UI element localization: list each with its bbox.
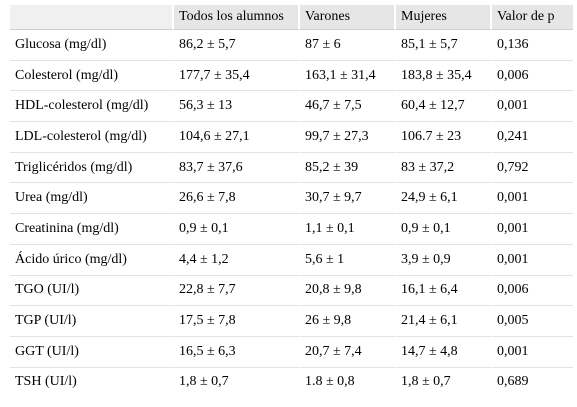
cell-all-students: 22,8 ± 7,7 [174,274,300,306]
table-row: TGP (UI/l) 17,5 ± 7,8 26 ± 9,8 21,4 ± 6,1 0,… [10,305,573,336]
table-body: Glucosa (mg/dl) 86,2 ± 5,7 87 ± 6 85,1 ± 5,… [10,29,573,398]
cell-females: 24,9 ± 6,1 [396,182,492,214]
cell-all-students: 86,2 ± 5,7 [174,29,300,60]
cell-females: 21,4 ± 6,1 [396,305,492,336]
table-row: HDL-colesterol (mg/dl) 56,3 ± 13 46,7 ± 7,… [10,90,573,122]
cell-males: 46,7 ± 7,5 [300,90,396,122]
cell-males: 87 ± 6 [300,29,396,60]
cell-males: 30,7 ± 9,7 [300,182,396,214]
cell-males: 20,7 ± 7,4 [300,335,396,367]
cell-males: 163,1 ± 31,4 [300,59,396,91]
cell-all-students: 83,7 ± 37,6 [174,151,300,183]
table-row: TGO (UI/l) 22,8 ± 7,7 20,8 ± 9,8 16,1 ± 6,4… [10,274,573,306]
cell-p-value: 0,001 [492,243,573,275]
cell-all-students: 0,9 ± 0,1 [174,213,300,244]
cell-p-value: 0,241 [492,121,573,152]
cell-males: 5,6 ± 1 [300,243,396,275]
row-label: TGP (UI/l) [10,305,174,336]
cell-p-value: 0,006 [492,274,573,306]
row-label: LDL-colesterol (mg/dl) [10,121,174,152]
row-label: Glucosa (mg/dl) [10,29,174,60]
row-label: GGT (UI/l) [10,335,174,367]
cell-all-students: 177,7 ± 35,4 [174,59,300,91]
cell-males: 85,2 ± 39 [300,151,396,183]
cell-all-students: 16,5 ± 6,3 [174,335,300,367]
row-label: Triglicéridos (mg/dl) [10,151,174,183]
cell-females: 0,9 ± 0,1 [396,213,492,244]
table-row: GGT (UI/l) 16,5 ± 6,3 20,7 ± 7,4 14,7 ± 4,8… [10,335,573,367]
header-cell-males: Varones [300,5,396,29]
cell-p-value: 0,792 [492,151,573,183]
cell-all-students: 1,8 ± 0,7 [174,366,300,398]
header-cell-p-value: Valor de p [492,5,573,29]
cell-males: 26 ± 9,8 [300,305,396,336]
row-label: Creatinina (mg/dl) [10,213,174,244]
lab-results-table: Todos los alumnos Varones Mujeres Valor … [10,5,573,398]
cell-p-value: 0,136 [492,29,573,60]
cell-females: 1,8 ± 0,7 [396,366,492,398]
table-row: Urea (mg/dl) 26,6 ± 7,8 30,7 ± 9,7 24,9 ± 6… [10,182,573,214]
row-label: HDL-colesterol (mg/dl) [10,90,174,122]
cell-all-students: 26,6 ± 7,8 [174,182,300,214]
cell-p-value: 0,001 [492,213,573,244]
cell-all-students: 17,5 ± 7,8 [174,305,300,336]
cell-males: 1.8 ± 0,8 [300,366,396,398]
cell-p-value: 0,001 [492,335,573,367]
cell-males: 20,8 ± 9,8 [300,274,396,306]
table-row: Triglicéridos (mg/dl) 83,7 ± 37,6 85,2 ± 3… [10,151,573,183]
cell-males: 99,7 ± 27,3 [300,121,396,152]
cell-all-students: 56,3 ± 13 [174,90,300,122]
cell-p-value: 0,006 [492,59,573,91]
cell-females: 83 ± 37,2 [396,151,492,183]
cell-all-students: 4,4 ± 1,2 [174,243,300,275]
cell-females: 3,9 ± 0,9 [396,243,492,275]
cell-males: 1,1 ± 0,1 [300,213,396,244]
cell-females: 183,8 ± 35,4 [396,59,492,91]
table-row: TSH (UI/l) 1,8 ± 0,7 1.8 ± 0,8 1,8 ± 0,7 0,6… [10,366,573,398]
row-label: Colesterol (mg/dl) [10,59,174,91]
cell-p-value: 0,001 [492,90,573,121]
cell-p-value: 0,005 [492,305,573,336]
table-header-row: Todos los alumnos Varones Mujeres Valor … [10,5,573,29]
cell-p-value: 0,001 [492,182,573,213]
row-label: TGO (UI/l) [10,274,174,306]
table-row: Ácido úrico (mg/dl) 4,4 ± 1,2 5,6 ± 1 3,9 ±… [10,243,573,275]
header-cell-females: Mujeres [396,5,492,29]
header-cell-all-students: Todos los alumnos [174,5,300,29]
row-label: Urea (mg/dl) [10,182,174,214]
table-row: LDL-colesterol (mg/dl) 104,6 ± 27,1 99,7 ±… [10,121,573,152]
table-row: Creatinina (mg/dl) 0,9 ± 0,1 1,1 ± 0,1 0,9 … [10,213,573,244]
cell-females: 60,4 ± 12,7 [396,90,492,122]
row-label: TSH (UI/l) [10,366,174,398]
cell-females: 106.7 ± 23 [396,121,492,152]
cell-all-students: 104,6 ± 27,1 [174,121,300,152]
cell-females: 85,1 ± 5,7 [396,29,492,60]
header-cell-parameter [10,5,174,29]
cell-p-value: 0,689 [492,366,573,398]
cell-females: 16,1 ± 6,4 [396,274,492,306]
table-row: Glucosa (mg/dl) 86,2 ± 5,7 87 ± 6 85,1 ± 5,… [10,29,573,60]
row-label: Ácido úrico (mg/dl) [10,243,174,275]
cell-females: 14,7 ± 4,8 [396,335,492,367]
table-row: Colesterol (mg/dl) 177,7 ± 35,4 163,1 ± 31… [10,59,573,91]
